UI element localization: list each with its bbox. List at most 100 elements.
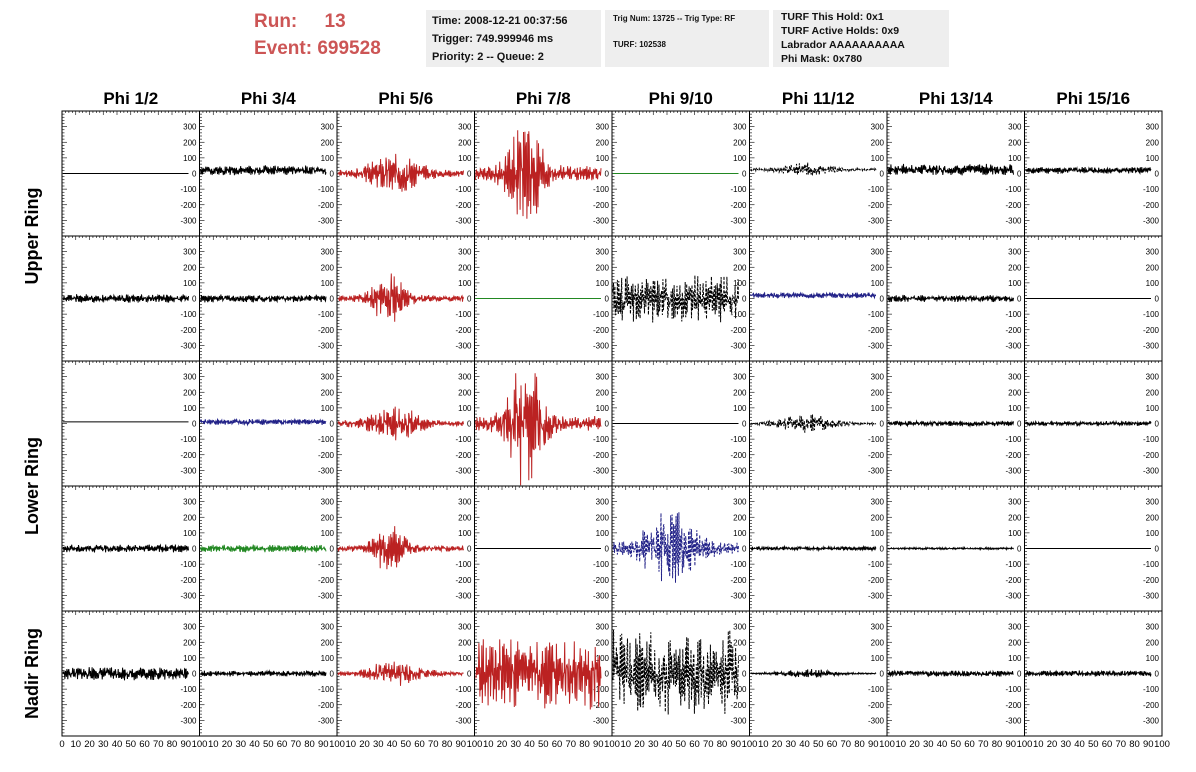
y-tick-label: 100: [871, 654, 885, 663]
y-tick-label: 300: [1008, 623, 1022, 632]
x-tick-label: 40: [249, 739, 260, 750]
x-tick-label: 40: [387, 739, 398, 750]
y-tick-label: 0: [605, 545, 610, 554]
y-tick-label: -100: [593, 310, 610, 319]
y-tick-label: -300: [318, 716, 335, 725]
x-tick-label: 100: [742, 739, 758, 750]
y-tick-label: -300: [1005, 591, 1022, 600]
x-tick-label: 70: [565, 739, 576, 750]
row-title: Lower Ring: [22, 437, 42, 535]
x-tick-label: 20: [497, 739, 508, 750]
y-tick-label: 0: [742, 420, 747, 429]
y-tick-label: -300: [593, 216, 610, 225]
y-tick-label: -200: [1143, 326, 1160, 335]
y-tick-label: 300: [871, 123, 885, 132]
y-tick-label: -200: [318, 451, 335, 460]
waveform-trace: [337, 273, 464, 322]
waveform-panel: 300 200 100 0 -100 -200 -300: [199, 485, 338, 612]
y-tick-label: -200: [180, 201, 197, 210]
y-tick-label: -200: [1005, 451, 1022, 460]
y-tick-label: -300: [1005, 716, 1022, 725]
y-tick-label: -200: [455, 451, 472, 460]
x-tick-label: 50: [538, 739, 549, 750]
y-tick-label: -300: [730, 716, 747, 725]
y-tick-label: 200: [596, 138, 610, 147]
x-tick-label: 100: [467, 739, 483, 750]
y-tick-label: 0: [880, 545, 885, 554]
panel-frame: [61, 360, 200, 487]
y-tick-label: -100: [868, 185, 885, 194]
x-tick-label: 50: [400, 739, 411, 750]
y-tick-label: -200: [593, 576, 610, 585]
y-tick-label: -300: [455, 341, 472, 350]
column-title: Phi 3/4: [241, 89, 296, 108]
y-tick-label: 200: [871, 138, 885, 147]
y-tick-label: -300: [730, 341, 747, 350]
y-tick-label: -300: [455, 466, 472, 475]
x-tick-label: 100: [192, 739, 208, 750]
waveform-trace: [750, 414, 877, 433]
waveform-panel: 300 200 100 0 -100 -200 -300: [61, 485, 200, 612]
y-tick-label: 200: [1146, 638, 1160, 647]
y-tick-label: 100: [1008, 404, 1022, 413]
x-tick-label: 80: [992, 739, 1003, 750]
run-value: 13: [324, 11, 346, 32]
waveform-panel: 300 200 100 0 -100 -200 -300: [474, 610, 613, 737]
panel-frame: [886, 110, 1025, 237]
y-tick-label: 200: [1008, 263, 1022, 272]
x-tick-label: 30: [373, 739, 384, 750]
x-tick-label: 100: [879, 739, 895, 750]
x-tick-label: 30: [648, 739, 659, 750]
y-tick-label: -100: [1143, 185, 1160, 194]
waveform-panel: 300 200 100 0 -100 -200 -300: [749, 485, 888, 612]
x-tick-label: 70: [153, 739, 164, 750]
y-tick-label: 100: [1008, 654, 1022, 663]
y-tick-label: -100: [1005, 185, 1022, 194]
y-tick-label: 300: [183, 498, 197, 507]
y-tick-label: -100: [593, 435, 610, 444]
y-tick-label: 200: [1008, 513, 1022, 522]
x-tick-label: 50: [813, 739, 824, 750]
y-tick-label: -300: [1143, 716, 1160, 725]
turf-hold-text: TURF This Hold: 0x1: [781, 11, 884, 23]
y-tick-label: 200: [183, 138, 197, 147]
waveform-panel: 300 200 100 0 -100 -200 -300: [886, 110, 1025, 237]
y-tick-label: -300: [730, 466, 747, 475]
x-tick-label: 60: [414, 739, 425, 750]
y-tick-label: 100: [733, 154, 747, 163]
y-tick-label: 200: [871, 388, 885, 397]
event-label: Event:: [254, 38, 313, 59]
waveform-panel: 300 200 100 0 -100 -200 -300: [611, 485, 750, 612]
waveform-panel: 300 200 100 0 -100 -200 -300: [611, 610, 750, 737]
y-tick-label: -200: [318, 201, 335, 210]
y-tick-label: -200: [1143, 576, 1160, 585]
waveform-trace: [887, 669, 1014, 678]
y-tick-label: 100: [1146, 529, 1160, 538]
x-tick-label: 70: [428, 739, 439, 750]
labrador-text: Labrador AAAAAAAAAA: [781, 39, 905, 51]
x-tick-label: 40: [799, 739, 810, 750]
y-tick-label: 100: [596, 529, 610, 538]
y-tick-label: -200: [868, 201, 885, 210]
trig-num-text: Trig Num: 13725 -- Trig Type: RF: [613, 14, 736, 23]
y-tick-label: 300: [1008, 373, 1022, 382]
y-tick-label: 200: [733, 638, 747, 647]
x-tick-label: 40: [524, 739, 535, 750]
y-tick-label: 100: [1008, 154, 1022, 163]
y-tick-label: -200: [180, 576, 197, 585]
x-tick-label: 30: [98, 739, 109, 750]
y-tick-label: -200: [1143, 451, 1160, 460]
y-tick-label: -100: [1005, 310, 1022, 319]
y-tick-label: -300: [868, 591, 885, 600]
x-tick-label: 40: [937, 739, 948, 750]
y-tick-label: -200: [318, 326, 335, 335]
y-tick-label: -100: [1005, 435, 1022, 444]
y-tick-label: -300: [1143, 591, 1160, 600]
y-tick-label: 300: [321, 498, 335, 507]
y-tick-label: 100: [458, 154, 472, 163]
y-tick-label: 200: [871, 263, 885, 272]
y-tick-label: 0: [192, 545, 197, 554]
waveform-panel: 300 200 100 0 -100 -200 -300: [61, 610, 200, 737]
x-tick-label: 100: [604, 739, 620, 750]
y-tick-label: 100: [871, 404, 885, 413]
